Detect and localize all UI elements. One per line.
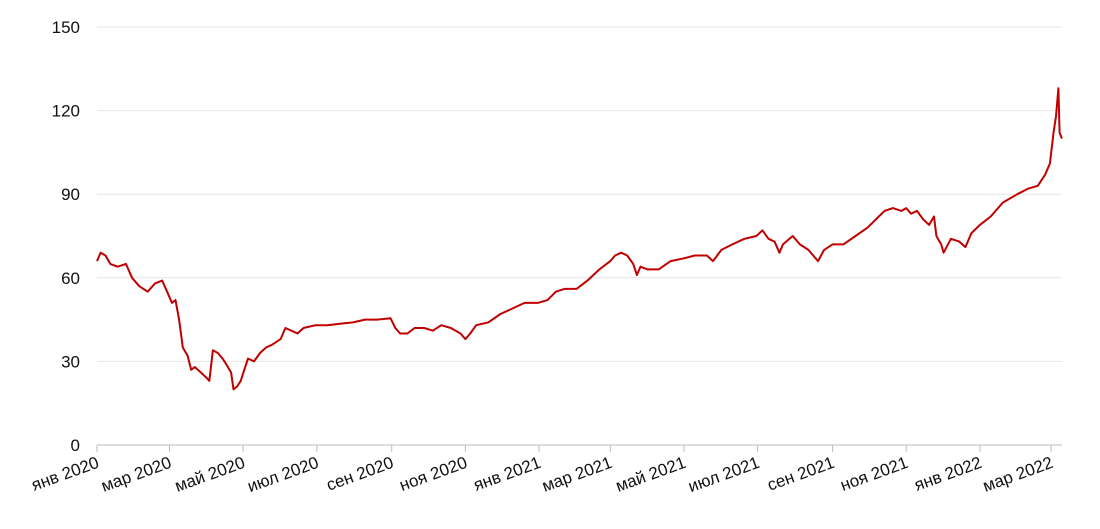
x-tick-label: янв 2022 xyxy=(912,453,984,495)
y-tick-label: 0 xyxy=(71,436,80,455)
series-layer xyxy=(96,87,1063,391)
x-tick-label: май 2021 xyxy=(613,453,688,496)
x-tick-label: июл 2021 xyxy=(686,453,762,496)
x-tick-label: мар 2022 xyxy=(980,453,1055,496)
x-tick-label: мар 2020 xyxy=(99,453,174,496)
gridlines xyxy=(97,26,1062,362)
y-tick-label: 60 xyxy=(61,269,80,288)
y-tick-label: 30 xyxy=(61,352,80,371)
x-tick-label: янв 2020 xyxy=(29,453,101,495)
x-tick-label: ноя 2021 xyxy=(838,453,911,495)
y-tick-label: 150 xyxy=(52,18,80,37)
y-axis: 0 30 60 90 120 150 xyxy=(52,18,80,455)
x-tick-label: сен 2021 xyxy=(765,453,837,495)
y-tick-label: 120 xyxy=(52,102,80,121)
x-tick-label: ноя 2020 xyxy=(397,453,470,495)
x-tick-label: мар 2021 xyxy=(539,453,614,496)
x-tick-label: июл 2020 xyxy=(245,453,321,496)
y-tick-label: 90 xyxy=(61,185,80,204)
x-tick-label: сен 2020 xyxy=(324,453,396,495)
x-tick-label: янв 2021 xyxy=(471,453,543,495)
x-tick-label: май 2020 xyxy=(172,453,247,496)
series-line xyxy=(96,87,1063,391)
